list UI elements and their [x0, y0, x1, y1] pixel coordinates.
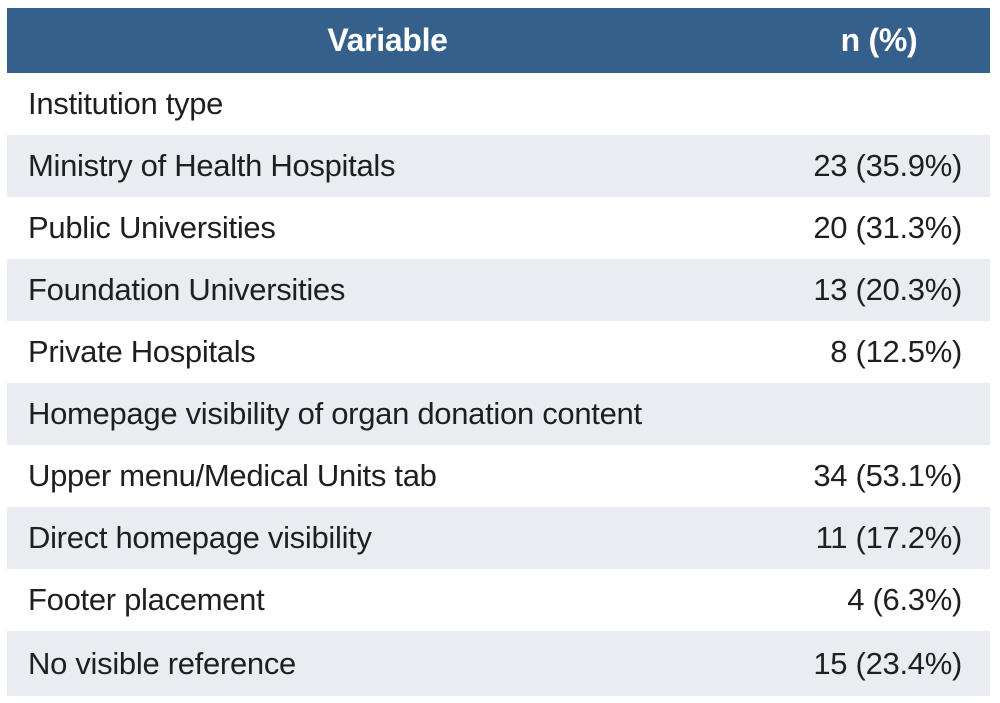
table-row: Ministry of Health Hospitals 23 (35.9%): [7, 135, 990, 197]
statistics-table: Variable n (%) Institution type Ministry…: [7, 8, 990, 696]
table-row: Direct homepage visibility 11 (17.2%): [7, 507, 990, 569]
row-value: 34 (53.1%): [768, 445, 990, 507]
row-label: No visible reference: [7, 631, 768, 696]
row-value: 11 (17.2%): [768, 507, 990, 569]
row-value: 23 (35.9%): [768, 135, 990, 197]
row-value: [768, 383, 990, 445]
row-value: [768, 73, 990, 135]
table-row: Private Hospitals 8 (12.5%): [7, 321, 990, 383]
row-label: Ministry of Health Hospitals: [7, 135, 768, 197]
column-header-variable: Variable: [7, 8, 768, 73]
row-label: Private Hospitals: [7, 321, 768, 383]
column-header-n-pct: n (%): [768, 8, 990, 73]
row-value: 4 (6.3%): [768, 569, 990, 631]
table-row-section: Homepage visibility of organ donation co…: [7, 383, 990, 445]
table-row: Footer placement 4 (6.3%): [7, 569, 990, 631]
row-label: Public Universities: [7, 197, 768, 259]
row-label: Institution type: [7, 73, 768, 135]
row-value: 8 (12.5%): [768, 321, 990, 383]
row-label: Footer placement: [7, 569, 768, 631]
row-value: 20 (31.3%): [768, 197, 990, 259]
table-row: No visible reference 15 (23.4%): [7, 631, 990, 696]
row-label: Homepage visibility of organ donation co…: [7, 383, 768, 445]
header-row: Variable n (%): [7, 8, 990, 73]
table-row-section: Institution type: [7, 73, 990, 135]
row-label: Direct homepage visibility: [7, 507, 768, 569]
table-row: Upper menu/Medical Units tab 34 (53.1%): [7, 445, 990, 507]
row-label: Foundation Universities: [7, 259, 768, 321]
row-label: Upper menu/Medical Units tab: [7, 445, 768, 507]
row-value: 13 (20.3%): [768, 259, 990, 321]
row-value: 15 (23.4%): [768, 631, 990, 696]
table-row: Foundation Universities 13 (20.3%): [7, 259, 990, 321]
table-row: Public Universities 20 (31.3%): [7, 197, 990, 259]
